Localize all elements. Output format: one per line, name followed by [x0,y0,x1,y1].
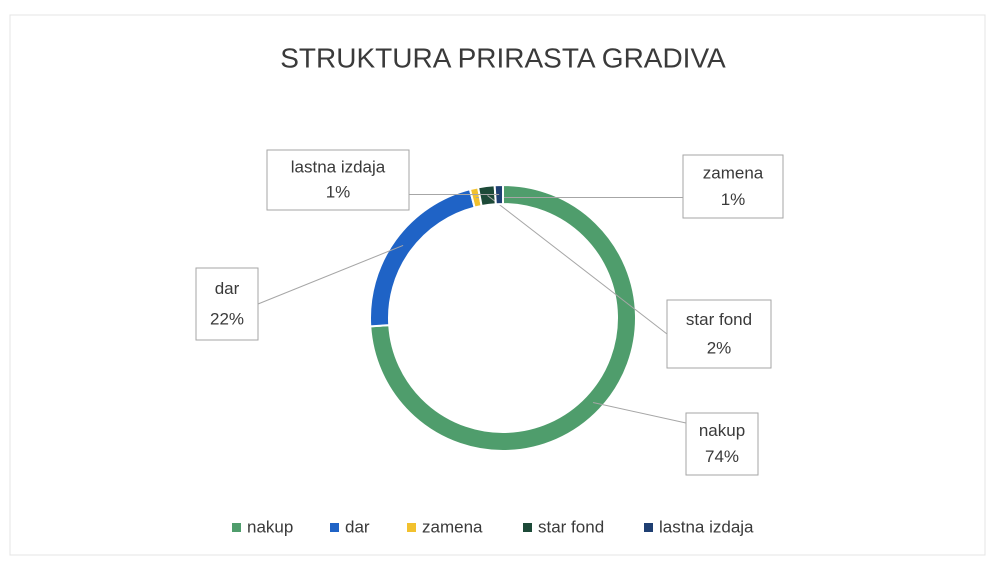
label-name: lastna izdaja [291,157,386,176]
label-box [195,267,259,341]
leader-line [257,244,404,305]
legend-swatch [407,523,416,532]
legend-swatch [523,523,532,532]
label-value: 74% [705,447,739,466]
chart-title: STRUKTURA PRIRASTA GRADIVA [280,42,726,73]
label-name: star fond [686,310,752,329]
leader-line [487,195,668,335]
label-value: 22% [210,309,244,328]
donut-slice [476,184,497,208]
legend-label: lastna izdaja [659,517,754,536]
label-box [666,299,772,369]
label-name: dar [215,279,240,298]
label-name: nakup [699,421,745,440]
legend-label: nakup [247,517,293,536]
label-value: 2% [707,338,732,357]
legend-swatch [330,523,339,532]
label-value: 1% [721,190,746,209]
label-value: 1% [326,183,351,202]
legend-label: zamena [422,517,483,536]
label-name: zamena [703,163,764,182]
legend-label: dar [345,517,370,536]
label-box [685,412,759,476]
label-box [266,149,410,211]
legend-swatch [644,523,653,532]
legend-swatch [232,523,241,532]
label-box [682,154,784,219]
leader-line [592,402,687,424]
chart-area [9,14,986,556]
donut-slice [369,183,637,452]
legend-label: star fond [538,517,604,536]
